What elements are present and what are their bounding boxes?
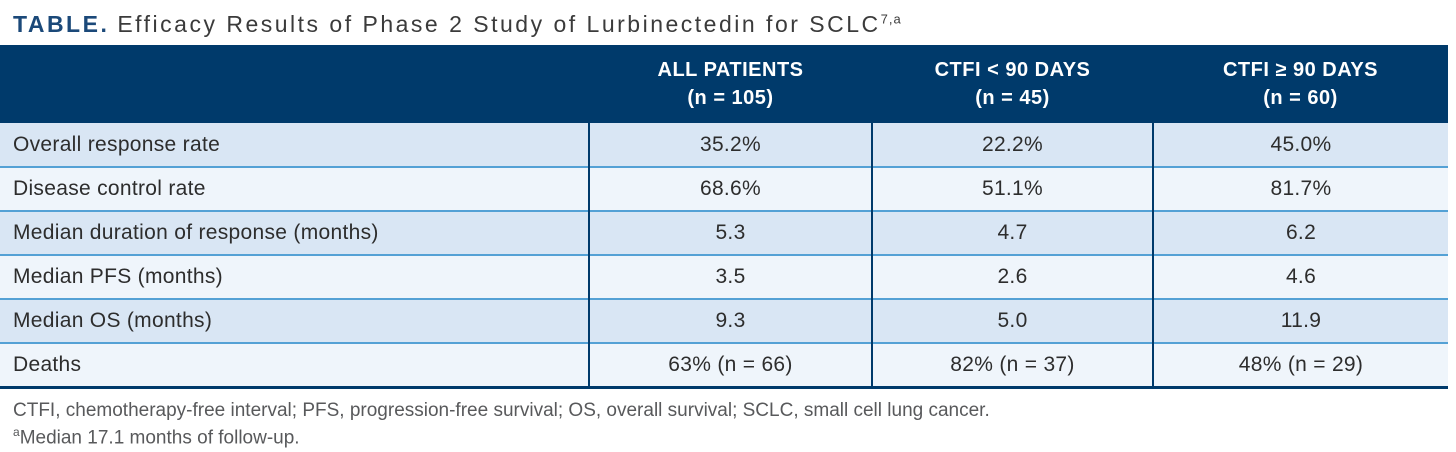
data-cell: 9.3 [588,299,872,343]
data-cell: 3.5 [588,255,872,299]
data-cell: 35.2% [588,123,872,167]
data-cell: 81.7% [1152,167,1448,211]
row-label-cell: Disease control rate [0,167,589,211]
data-cell: 22.2% [871,123,1153,167]
table-row: Disease control rate 68.6% 51.1% 81.7% [0,167,1448,211]
row-label-cell: Median duration of response (months) [0,211,589,255]
table-row: Median OS (months) 9.3 5.0 11.9 [0,299,1448,343]
data-cell: 5.3 [588,211,872,255]
header-ctfi-lt-90-n: (n = 45) [975,87,1050,109]
footnote-line: aMedian 17.1 months of follow-up. [13,424,1456,452]
table-title-text: Efficacy Results of Phase 2 Study of Lur… [117,11,881,37]
header-ctfi-lt-90-title: CTFI < 90 DAYS [934,59,1091,81]
row-label-cell: Median PFS (months) [0,255,589,299]
row-label-cell: Overall response rate [0,123,589,167]
header-ctfi-ge-90-n: (n = 60) [1263,87,1338,109]
table-title-reference-superscript: 7,a [880,11,902,27]
header-row: ALL PATIENTS (n = 105) CTFI < 90 DAYS (n… [0,45,1448,123]
efficacy-results-table: ALL PATIENTS (n = 105) CTFI < 90 DAYS (n… [0,45,1448,389]
header-all-patients-title: ALL PATIENTS [657,59,804,81]
header-ctfi-lt-90: CTFI < 90 DAYS (n = 45) [872,45,1153,123]
header-empty-cell [0,45,589,123]
table-title-label: TABLE. [13,11,110,37]
table-body: Overall response rate 35.2% 22.2% 45.0% … [0,123,1448,387]
row-label-cell: Median OS (months) [0,299,589,343]
table-row: Median PFS (months) 3.5 2.6 4.6 [0,255,1448,299]
table-row: Median duration of response (months) 5.3… [0,211,1448,255]
row-label-cell: Deaths [0,343,589,387]
data-cell: 82% (n = 37) [871,343,1153,387]
table-row: Deaths 63% (n = 66) 82% (n = 37) 48% (n … [0,343,1448,387]
data-cell: 68.6% [588,167,872,211]
footnote-text: Median 17.1 months of follow-up. [19,427,300,449]
header-all-patients: ALL PATIENTS (n = 105) [589,45,872,123]
data-cell: 5.0 [871,299,1153,343]
abbreviations-line: CTFI, chemotherapy-free interval; PFS, p… [13,399,990,421]
header-ctfi-ge-90-title: CTFI ≥ 90 DAYS [1222,59,1379,81]
footnotes: CTFI, chemotherapy-free interval; PFS, p… [0,389,1456,452]
table-title: TABLE. Efficacy Results of Phase 2 Study … [0,0,1456,45]
table-row: Overall response rate 35.2% 22.2% 45.0% [0,123,1448,167]
data-cell: 6.2 [1152,211,1448,255]
data-cell: 11.9 [1152,299,1448,343]
data-cell: 2.6 [871,255,1153,299]
data-cell: 48% (n = 29) [1152,343,1448,387]
table-header: ALL PATIENTS (n = 105) CTFI < 90 DAYS (n… [0,45,1448,123]
footnote-marker: a [13,425,20,440]
data-cell: 4.7 [871,211,1153,255]
data-cell: 45.0% [1152,123,1448,167]
header-ctfi-ge-90: CTFI ≥ 90 DAYS (n = 60) [1153,45,1448,123]
data-cell: 4.6 [1152,255,1448,299]
data-cell: 63% (n = 66) [588,343,872,387]
data-cell: 51.1% [871,167,1153,211]
header-all-patients-n: (n = 105) [687,87,774,109]
